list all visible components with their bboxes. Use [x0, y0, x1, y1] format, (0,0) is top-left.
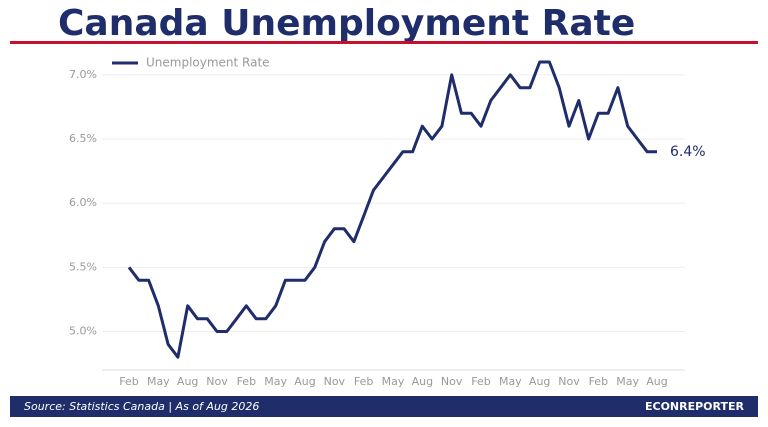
x-tick-label: Aug: [177, 375, 198, 388]
source-note: Source: Statistics Canada | As of Aug 20…: [24, 400, 259, 413]
x-tick-label: Nov: [558, 375, 580, 388]
y-tick-label: 7.0%: [69, 68, 97, 81]
x-tick-label: Aug: [412, 375, 433, 388]
title-rule: [10, 41, 758, 44]
x-tick-label: Nov: [206, 375, 228, 388]
x-tick-label: Nov: [324, 375, 346, 388]
y-tick-label: 6.0%: [69, 196, 97, 209]
x-tick-label: May: [147, 375, 170, 388]
x-tick-label: Feb: [119, 375, 138, 388]
y-tick-label: 5.0%: [69, 325, 97, 338]
x-tick-label: May: [616, 375, 639, 388]
y-tick-label: 6.5%: [69, 132, 97, 145]
x-tick-label: Aug: [529, 375, 550, 388]
x-tick-label: May: [382, 375, 405, 388]
chart-title: Canada Unemployment Rate: [58, 3, 635, 44]
x-tick-label: Feb: [237, 375, 256, 388]
legend-label: Unemployment Rate: [146, 56, 270, 70]
end-label: 6.4%: [670, 144, 706, 160]
x-tick-label: Feb: [471, 375, 490, 388]
brand: ECONREPORTER: [645, 400, 745, 413]
x-tick-label: May: [264, 375, 287, 388]
line-series: [127, 60, 657, 359]
x-tick-label: Feb: [589, 375, 608, 388]
footer-bar: [10, 396, 758, 417]
x-tick-label: Aug: [294, 375, 315, 388]
y-tick-label: 5.5%: [69, 260, 97, 273]
x-tick-label: Nov: [441, 375, 463, 388]
x-tick-label: Aug: [646, 375, 667, 388]
x-tick-label: Feb: [354, 375, 373, 388]
x-tick-label: May: [499, 375, 522, 388]
